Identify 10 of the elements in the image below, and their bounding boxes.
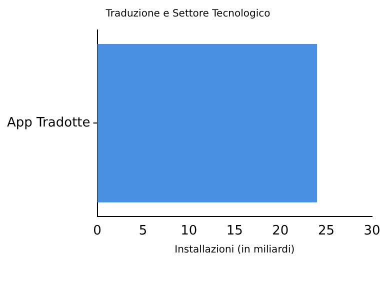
x-tick-label: 20	[272, 224, 289, 239]
x-tick-label: 30	[364, 224, 380, 239]
y-tick-label: App Tradotte	[6, 116, 90, 131]
chart-title: Traduzione e Settore Tecnologico	[104, 8, 270, 20]
x-tick-label: 25	[318, 224, 334, 239]
x-axis-title: Installazioni (in miliardi)	[174, 244, 295, 256]
x-tick-label: 15	[226, 224, 243, 239]
x-tick-label: 10	[180, 224, 198, 239]
x-tick-label: 0	[93, 224, 102, 239]
x-tick-label: 5	[138, 224, 148, 239]
